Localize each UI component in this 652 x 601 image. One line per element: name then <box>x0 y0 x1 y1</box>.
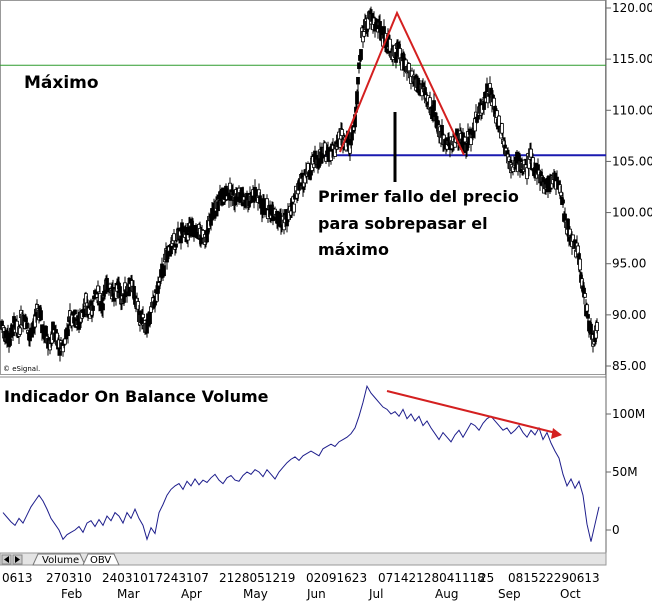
candle <box>583 291 587 298</box>
price-tick-label: 90.00 <box>612 308 646 322</box>
tab-bar <box>0 552 607 566</box>
obv-tick-label: 0 <box>612 523 620 537</box>
candle <box>355 89 359 110</box>
candle <box>561 192 565 208</box>
candle <box>428 91 432 110</box>
candle <box>25 316 29 330</box>
candle <box>122 291 126 306</box>
arrow-right-icon <box>15 556 20 563</box>
obv-trend-arrowhead <box>551 428 562 439</box>
maximo-label: Máximo <box>24 73 99 93</box>
price-tick-label: 85.00 <box>612 359 646 373</box>
top-triangle <box>339 10 465 156</box>
price-tick-label: 105.00 <box>612 154 652 168</box>
x-days-4: 02091623 <box>306 571 367 585</box>
obv-title: Indicador On Balance Volume <box>4 387 269 406</box>
x-days-1: 270310 <box>46 571 92 585</box>
tab-volume-label: Volume <box>42 555 79 566</box>
tab-volume[interactable]: Volume <box>32 553 86 566</box>
x-month-aug: Aug <box>435 587 458 601</box>
x-days-6: 25 <box>479 571 494 585</box>
candle <box>578 252 582 278</box>
x-month-oct: Oct <box>560 587 581 601</box>
failure-text-2: para sobrepasar el <box>318 214 488 233</box>
candle <box>18 324 22 336</box>
candle <box>585 302 589 315</box>
failure-text-1: Primer fallo del precio <box>318 187 519 206</box>
x-month-apr: Apr <box>181 587 202 601</box>
candle <box>394 51 398 69</box>
candle <box>145 321 149 338</box>
x-month-sep: Sep <box>498 587 521 601</box>
obv-tick-label: 100M <box>612 407 645 421</box>
obv-series-line <box>2 384 600 542</box>
tab-obv-label: OBV <box>90 555 111 566</box>
candle <box>265 194 269 209</box>
candle <box>529 142 533 162</box>
candle <box>39 305 43 322</box>
x-month-may: May <box>243 587 268 601</box>
failure-text-3: máximo <box>318 240 389 259</box>
candle <box>595 318 599 334</box>
candle <box>66 324 70 344</box>
candle <box>432 92 436 119</box>
x-month-mar: Mar <box>117 587 140 601</box>
candle <box>359 49 363 62</box>
price-tick-label: 100.00 <box>612 206 652 220</box>
candle <box>11 326 15 341</box>
price-tick-label: 120.00 <box>612 1 652 15</box>
obv-trend-line <box>386 390 557 434</box>
tab-obv[interactable]: OBV <box>82 553 120 566</box>
price-tick-label: 115.00 <box>612 52 652 66</box>
candle <box>362 31 366 38</box>
x-days-0: 0613 <box>2 571 33 585</box>
candle <box>162 265 166 278</box>
scroll-right-button[interactable] <box>12 554 23 565</box>
candle <box>482 100 486 115</box>
x-days-3: 2128051219 <box>219 571 295 585</box>
candle <box>500 122 504 136</box>
source-label: © eSignal. <box>3 365 40 373</box>
candle <box>356 76 360 92</box>
candle <box>91 300 95 318</box>
candle <box>340 122 344 142</box>
x-month-jun: Jun <box>306 587 326 601</box>
price-tick-label: 95.00 <box>612 257 646 271</box>
x-days-7: 081522290613 <box>508 571 600 585</box>
candle <box>473 115 477 139</box>
candle <box>73 309 77 316</box>
candle <box>141 306 145 320</box>
obv-tick-label: 50M <box>612 465 638 479</box>
price-tick-label: 110.00 <box>612 103 652 117</box>
x-month-jul: Jul <box>368 587 383 601</box>
x-month-feb: Feb <box>61 587 82 601</box>
candlestick-series <box>0 6 599 362</box>
arrow-left-icon <box>4 556 9 563</box>
candle <box>589 318 593 337</box>
candle <box>179 231 183 250</box>
candle <box>292 203 296 217</box>
scroll-left-button[interactable] <box>1 554 12 565</box>
candle <box>101 297 105 318</box>
x-days-5: 07142128041118 <box>378 571 485 585</box>
candle <box>216 200 220 217</box>
x-days-2: 24031017243107 <box>102 571 209 585</box>
